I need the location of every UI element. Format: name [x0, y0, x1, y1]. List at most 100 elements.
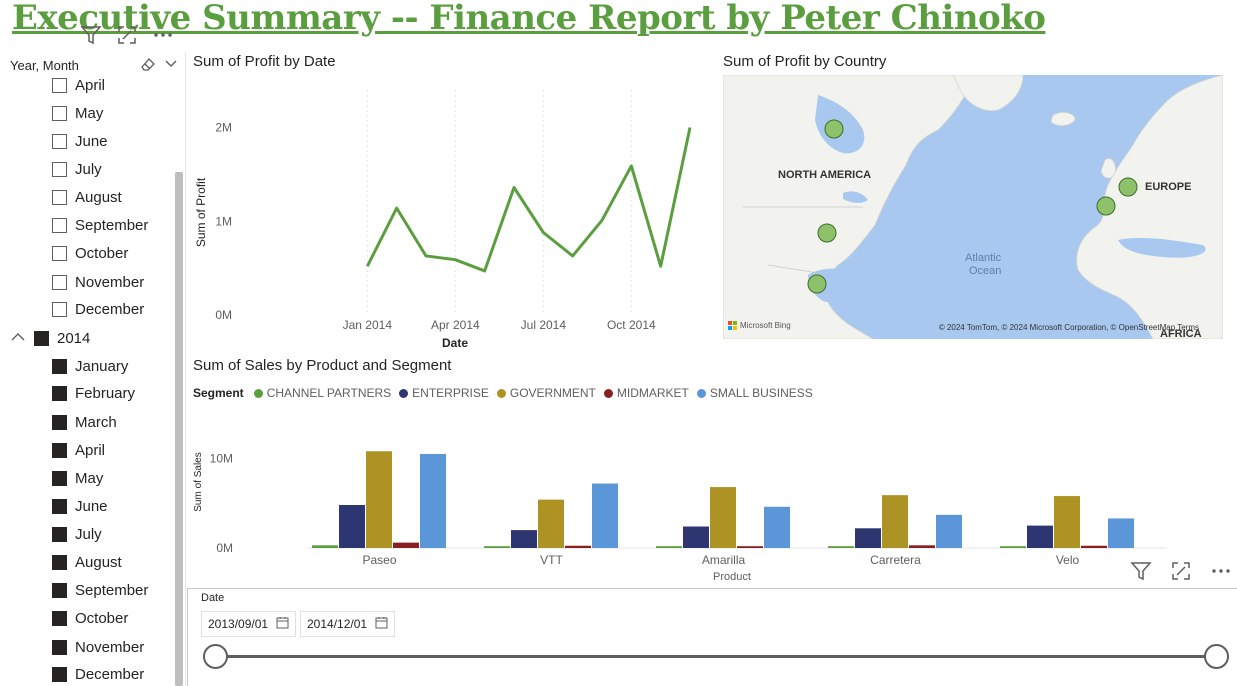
checkbox[interactable]	[52, 162, 67, 177]
x-tick-label: Jan 2014	[343, 318, 393, 332]
legend-item-enterprise[interactable]: ENTERPRISE	[399, 386, 489, 400]
legend-item-small-business[interactable]: SMALL BUSINESS	[696, 386, 813, 400]
report-title: Executive Summary -- Finance Report by P…	[12, 0, 1046, 38]
eraser-icon[interactable]	[140, 56, 156, 77]
checkbox[interactable]	[52, 106, 67, 121]
checkbox[interactable]	[52, 527, 67, 542]
x-tick-label: Velo	[1056, 553, 1080, 567]
slicer-item-february-2014[interactable]: February	[52, 385, 135, 402]
checkbox[interactable]	[52, 134, 67, 149]
checkbox[interactable]	[52, 611, 67, 626]
checkbox[interactable]	[52, 499, 67, 514]
slicer-item-december-2014[interactable]: December	[52, 666, 144, 683]
bar	[936, 514, 962, 548]
slicer-item-label: August	[75, 189, 122, 206]
checkbox[interactable]	[52, 583, 67, 598]
bar	[339, 505, 365, 548]
checkbox[interactable]	[52, 640, 67, 655]
slicer-item-april-2014[interactable]: April	[52, 442, 105, 459]
slicer-item-august-2013[interactable]: August	[52, 189, 122, 206]
focus-mode-icon[interactable]	[1170, 560, 1192, 587]
bar	[312, 545, 338, 548]
slicer-item-november-2013[interactable]: November	[52, 274, 144, 291]
slicer-item-label: July	[75, 526, 102, 543]
bar	[1108, 518, 1134, 548]
calendar-icon[interactable]	[276, 616, 289, 632]
slicer-item-january-2014[interactable]: January	[52, 358, 128, 375]
year-month-slicer: Year, Month April May June July August S…	[0, 52, 186, 686]
slicer-item-november-2014[interactable]: November	[52, 639, 144, 656]
start-date-handle[interactable]	[203, 644, 228, 669]
date-range-track[interactable]	[216, 655, 1216, 658]
chevron-down-icon[interactable]	[164, 56, 178, 77]
checkbox[interactable]	[52, 415, 67, 430]
filter-icon[interactable]	[80, 24, 102, 46]
more-options-icon[interactable]	[152, 24, 174, 46]
checkbox[interactable]	[52, 190, 67, 205]
slicer-item-label: December	[75, 666, 145, 683]
filter-icon[interactable]	[1130, 560, 1152, 587]
legend-item-midmarket[interactable]: MIDMARKET	[603, 386, 689, 400]
focus-mode-icon[interactable]	[116, 24, 138, 46]
start-date-value: 2013/09/01	[208, 617, 269, 631]
label-africa: AFRICA	[1160, 328, 1202, 339]
start-date-input[interactable]: 2013/09/01	[201, 611, 297, 637]
slicer-item-may-2013[interactable]: May	[52, 105, 103, 122]
slicer-item-june-2014[interactable]: June	[52, 498, 108, 515]
x-tick-label: Jul 2014	[521, 318, 567, 332]
chevron-up-icon[interactable]	[10, 330, 26, 347]
slicer-item-december-2013[interactable]: December	[52, 301, 144, 318]
checkbox[interactable]	[52, 359, 67, 374]
bar	[393, 542, 419, 548]
bar	[1027, 525, 1053, 548]
profit-by-date-chart: Jan 2014 Apr 2014 Jul 2014 Oct 2014 0M 1M 2M Da…	[194, 90, 692, 350]
legend-item-government[interactable]: GOVERNMENT	[496, 386, 596, 400]
legend-item-channel-partners[interactable]: CHANNEL PARTNERS	[253, 386, 391, 400]
visual-header-icons	[1130, 560, 1232, 587]
x-tick-label: VTT	[540, 553, 563, 567]
profit-by-country-title: Sum of Profit by Country	[723, 53, 887, 70]
checkbox[interactable]	[52, 302, 67, 317]
slicer-item-august-2014[interactable]: August	[52, 554, 122, 571]
y-tick-label: 2M	[215, 121, 232, 135]
slicer-year-2014[interactable]: 2014	[10, 330, 90, 347]
slicer-item-april-2013[interactable]: April	[52, 77, 105, 94]
x-tick-label: Amarilla	[702, 553, 746, 567]
checkbox[interactable]	[52, 667, 67, 682]
slicer-item-september-2014[interactable]: September	[52, 582, 148, 599]
checkbox[interactable]	[52, 386, 67, 401]
checkbox[interactable]	[52, 246, 67, 261]
x-tick-label: Oct 2014	[607, 318, 656, 332]
slicer-item-july-2014[interactable]: July	[52, 526, 102, 543]
slicer-item-october-2014[interactable]: October	[52, 610, 128, 627]
bar	[511, 530, 537, 548]
checkbox[interactable]	[52, 218, 67, 233]
end-date-input[interactable]: 2014/12/01	[300, 611, 396, 637]
slicer-scrollbar[interactable]	[175, 172, 183, 686]
slicer-item-october-2013[interactable]: October	[52, 245, 128, 262]
label-ocean: Ocean	[969, 265, 1001, 277]
slicer-item-july-2013[interactable]: July	[52, 161, 102, 178]
profit-by-country-map[interactable]: NORTH AMERICA EUROPE Atlantic Ocean AFRI…	[723, 75, 1223, 339]
greenland	[952, 75, 1024, 112]
checkbox[interactable]	[52, 275, 67, 290]
checkbox[interactable]	[34, 331, 49, 346]
end-date-handle[interactable]	[1204, 644, 1229, 669]
bar	[1081, 545, 1107, 548]
date-range-slicer: Date 2013/09/01 2014/12/01	[187, 588, 1237, 686]
legend-label: MIDMARKET	[616, 386, 689, 400]
slicer-item-may-2014[interactable]: May	[52, 470, 103, 487]
slicer-item-label: September	[75, 217, 149, 234]
checkbox[interactable]	[52, 471, 67, 486]
slicer-item-september-2013[interactable]: September	[52, 217, 148, 234]
slicer-item-march-2014[interactable]: March	[52, 414, 117, 431]
slicer-item-june-2013[interactable]: June	[52, 133, 108, 150]
checkbox[interactable]	[52, 78, 67, 93]
checkbox[interactable]	[52, 555, 67, 570]
uk-island	[1100, 158, 1116, 179]
label-atlantic: Atlantic	[965, 252, 1002, 264]
checkbox[interactable]	[52, 443, 67, 458]
calendar-icon[interactable]	[375, 616, 388, 632]
more-options-icon[interactable]	[1210, 560, 1232, 587]
bar	[764, 506, 790, 548]
